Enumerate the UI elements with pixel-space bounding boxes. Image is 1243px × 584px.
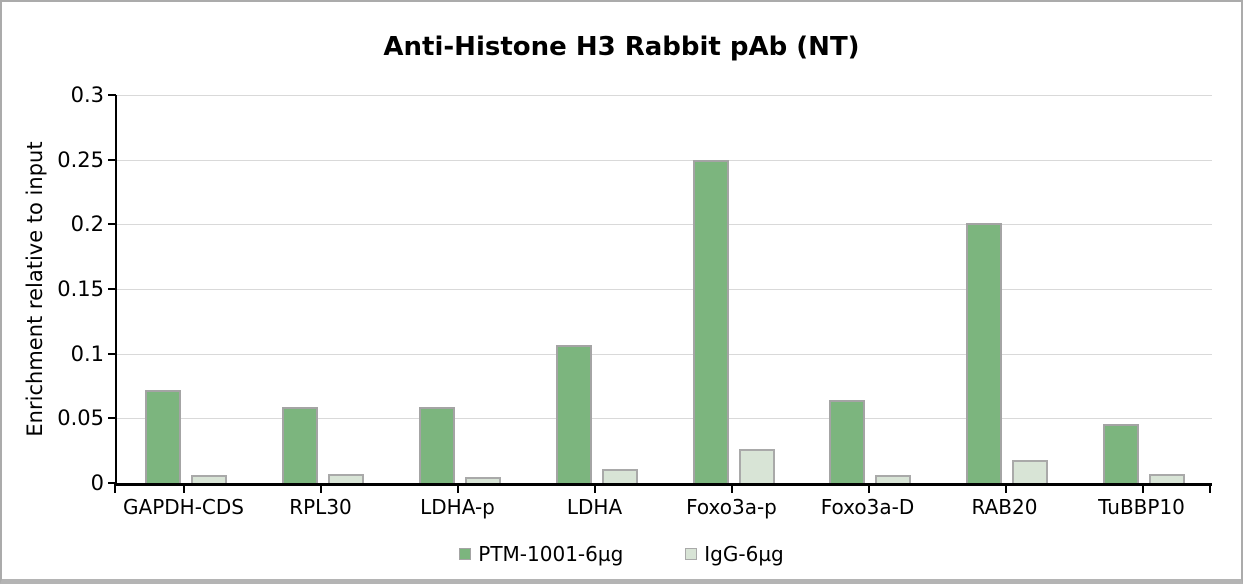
- bar-group-rab20: [938, 95, 1075, 483]
- x-axis-label: RPL30: [289, 495, 352, 519]
- y-axis-tick-label: 0: [90, 471, 104, 495]
- gridline: [117, 354, 1212, 355]
- bar-ptm-1001-6-g-ldha-p: [418, 407, 455, 483]
- gridline: [117, 418, 1212, 419]
- bar-igg-6-g-rab20: [1011, 460, 1048, 483]
- bar-igg-6-g-ldha: [601, 469, 638, 483]
- legend-entry-ptm: PTM-1001-6µg: [459, 542, 623, 566]
- y-axis-tick-label: 0.3: [70, 83, 104, 107]
- bar-igg-6-g-foxo3a-d: [874, 475, 911, 483]
- x-axis-label: LDHA: [566, 495, 623, 519]
- bar-group-ldha: [528, 95, 665, 483]
- y-axis-tick-label: 0.1: [70, 342, 104, 366]
- x-axis-tick: [868, 483, 870, 493]
- bar-ptm-1001-6-g-tubbp10: [1102, 424, 1139, 483]
- legend-label-ptm: PTM-1001-6µg: [478, 542, 624, 566]
- bar-igg-6-g-ldha-p: [464, 477, 501, 483]
- bar-ptm-1001-6-g-foxo3a-d: [828, 400, 865, 483]
- bar-group-rpl30: [254, 95, 391, 483]
- legend: PTM-1001-6µg IgG-6µg: [2, 542, 1241, 566]
- y-axis-tick: [108, 288, 116, 290]
- gridline: [117, 224, 1212, 225]
- x-axis-label: GAPDH-CDS: [123, 495, 244, 519]
- x-axis-tick: [320, 483, 322, 493]
- y-axis-tick: [108, 353, 116, 355]
- bar-group-foxo3a-d: [801, 95, 938, 483]
- x-axis-label: TuBBP10: [1098, 495, 1185, 519]
- y-axis-tick-label: 0.25: [57, 148, 104, 172]
- bar-ptm-1001-6-g-rab20: [965, 223, 1002, 483]
- x-axis-edge-tick: [114, 483, 116, 493]
- y-axis-tick: [108, 159, 116, 161]
- legend-marker-igg-icon: [685, 548, 698, 560]
- bar-group-gapdh-cds: [117, 95, 254, 483]
- gridline: [117, 160, 1212, 161]
- x-axis-tick: [457, 483, 459, 493]
- x-axis-tick: [1142, 483, 1144, 493]
- y-axis-tick-label: 0.05: [57, 406, 104, 430]
- y-axis-tick-label: 0.15: [57, 277, 104, 301]
- y-axis-tick: [108, 223, 116, 225]
- y-axis-tick: [108, 482, 116, 484]
- bar-group-ldha-p: [391, 95, 528, 483]
- x-axis-label: Foxo3a-D: [820, 495, 915, 519]
- bar-igg-6-g-tubbp10: [1148, 474, 1185, 483]
- bar-igg-6-g-rpl30: [327, 474, 364, 483]
- y-axis-tick: [108, 94, 116, 96]
- legend-label-igg: IgG-6µg: [704, 542, 784, 566]
- x-axis-label: RAB20: [971, 495, 1038, 519]
- gridline: [117, 95, 1212, 96]
- bar-group-tubbp10: [1075, 95, 1212, 483]
- y-axis-tick-label: 0.2: [70, 212, 104, 236]
- chart-title: Anti-Histone H3 Rabbit pAb (NT): [383, 32, 860, 62]
- x-axis-label: LDHA-p: [420, 495, 495, 519]
- x-axis-edge-tick: [1209, 483, 1211, 493]
- bar-ptm-1001-6-g-ldha: [555, 345, 592, 483]
- x-axis-label: Foxo3a-p: [686, 495, 777, 519]
- bar-ptm-1001-6-g-gapdh-cds: [144, 390, 181, 483]
- legend-entry-igg: IgG-6µg: [685, 542, 784, 566]
- x-axis-tick: [594, 483, 596, 493]
- y-axis-tick: [108, 417, 116, 419]
- bar-igg-6-g-foxo3a-p: [738, 449, 775, 483]
- plot-area: [115, 95, 1212, 486]
- gridline: [117, 289, 1212, 290]
- x-axis-tick: [183, 483, 185, 493]
- x-axis-tick: [731, 483, 733, 493]
- bar-ptm-1001-6-g-foxo3a-p: [692, 160, 729, 483]
- legend-marker-ptm-icon: [459, 548, 472, 560]
- bar-group-foxo3a-p: [665, 95, 802, 483]
- x-axis-tick: [1005, 483, 1007, 493]
- bar-igg-6-g-gapdh-cds: [190, 475, 227, 483]
- bar-ptm-1001-6-g-rpl30: [281, 407, 318, 483]
